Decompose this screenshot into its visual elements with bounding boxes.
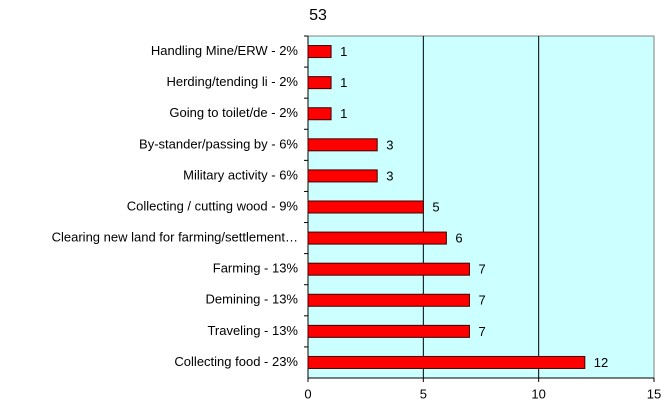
bar: [307, 138, 378, 152]
x-tick-label: 15: [647, 386, 661, 401]
y-tick-label: Collecting food - 23%: [174, 354, 298, 369]
y-tick-label: Herding/tending li - 2%: [166, 74, 298, 89]
data-label: 7: [478, 293, 485, 308]
bar: [307, 324, 470, 338]
bar: [307, 76, 332, 90]
bar: [307, 200, 424, 214]
data-label: 7: [478, 324, 485, 339]
y-tick-label: Demining - 13%: [206, 292, 299, 307]
bar: [307, 262, 470, 276]
y-tick-label: Farming - 13%: [213, 261, 299, 276]
data-label: 7: [478, 262, 485, 277]
bar: [307, 45, 332, 59]
data-label: 1: [340, 75, 347, 90]
x-tick-label: 0: [304, 386, 311, 401]
data-label: 1: [340, 106, 347, 121]
bar: [307, 169, 378, 183]
bar: [307, 293, 470, 307]
data-label: 3: [386, 137, 393, 152]
data-label: 3: [386, 168, 393, 183]
y-tick-label: By-stander/passing by - 6%: [139, 136, 298, 151]
y-tick-label: Handling Mine/ERW - 2%: [151, 43, 299, 58]
data-label: 6: [455, 231, 462, 246]
bar: [307, 107, 332, 121]
x-tick-label: 10: [531, 386, 545, 401]
y-tick-label: Military activity - 6%: [183, 167, 298, 182]
data-label: 1: [340, 44, 347, 59]
data-label: 5: [432, 199, 439, 214]
x-tick-label: 5: [420, 386, 427, 401]
bar: [307, 355, 586, 369]
y-tick-label: Traveling - 13%: [207, 323, 298, 338]
data-label: 12: [594, 355, 608, 370]
y-tick-label: Collecting / cutting wood - 9%: [127, 198, 299, 213]
chart-title: 53: [309, 7, 327, 24]
y-tick-label: Going to toilet/de - 2%: [169, 105, 298, 120]
bar: [307, 231, 447, 245]
y-tick-label: Clearing new land for farming/settlement…: [52, 230, 298, 245]
